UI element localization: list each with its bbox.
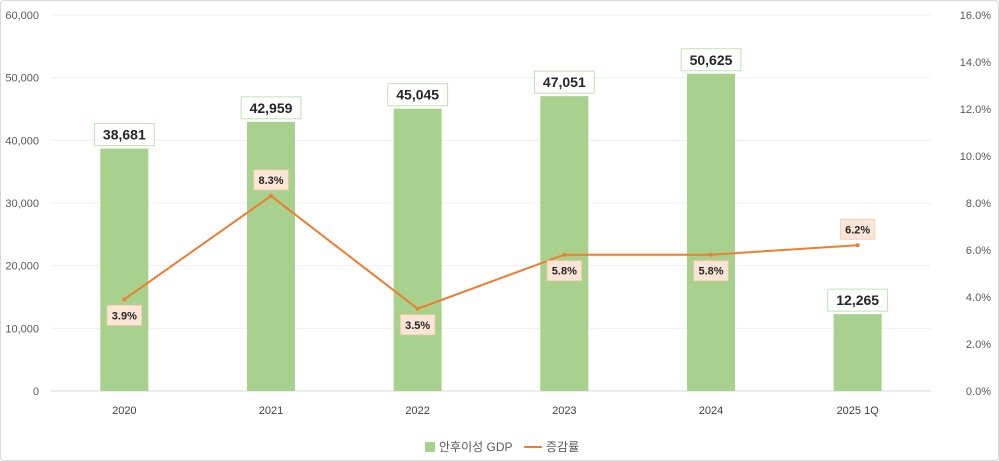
x-tick-label: 2022 (405, 405, 429, 417)
y-left-tick-label: 0 (33, 386, 39, 398)
line-point (416, 307, 420, 311)
y-left-tick-label: 60,000 (5, 10, 39, 22)
y-right-tick-label: 8.0% (966, 198, 991, 210)
gridlines (51, 15, 931, 391)
y-left-tick-label: 40,000 (5, 135, 39, 147)
legend: 안후이성 GDP 증감률 (425, 440, 579, 454)
chart-container: 0 10,000 20,000 30,000 40,000 50,000 60,000 0.… (0, 0, 999, 461)
legend-bar-label: 안후이성 GDP (439, 440, 513, 454)
x-tick-label: 2020 (112, 405, 136, 417)
x-tick-label: 2021 (259, 405, 283, 417)
y-left-tick-label: 30,000 (5, 198, 39, 210)
legend-bar-swatch (425, 442, 435, 452)
y-axis-right: 0.0% 2.0% 4.0% 6.0% 8.0% 10.0% 12.0% 14.0% 16.0% (960, 10, 991, 398)
line-point (709, 253, 713, 257)
bar-data-label: 47,051 (543, 74, 586, 90)
y-left-tick-label: 10,000 (5, 323, 39, 335)
y-axis-left: 0 10,000 20,000 30,000 40,000 50,000 60,000 (5, 10, 39, 398)
line-point (856, 243, 860, 247)
combo-chart: 0 10,000 20,000 30,000 40,000 50,000 60,000 0.… (1, 1, 998, 460)
x-axis: 2020 2021 2022 2023 2024 2025 1Q (112, 405, 879, 417)
x-tick-label: 2024 (699, 405, 723, 417)
x-tick-label: 2023 (552, 405, 576, 417)
growth-line (124, 196, 857, 309)
bar-data-label: 38,681 (103, 127, 146, 143)
bar-data-label: 50,625 (690, 52, 733, 68)
x-tick-label: 2025 1Q (837, 405, 880, 417)
bar-data-label: 45,045 (396, 87, 439, 103)
line-data-label: 3.9% (112, 310, 137, 322)
y-left-tick-label: 20,000 (5, 261, 39, 273)
line-data-label: 8.3% (258, 175, 283, 187)
line-data-label: 5.8% (552, 266, 577, 278)
bar (247, 122, 295, 391)
y-right-tick-label: 16.0% (960, 10, 991, 22)
line-data-label: 6.2% (845, 224, 870, 236)
bar (687, 74, 735, 391)
y-right-tick-label: 2.0% (966, 339, 991, 351)
bar (834, 314, 882, 391)
y-right-tick-label: 10.0% (960, 151, 991, 163)
bar (540, 96, 588, 391)
bar-data-label: 12,265 (836, 292, 879, 308)
legend-line-label: 증감률 (546, 440, 579, 454)
y-right-tick-label: 6.0% (966, 245, 991, 257)
bar (100, 149, 148, 391)
bar-series: 38,681 42,959 45,045 47,051 50,625 12,265 (94, 49, 887, 391)
bar-data-label: 42,959 (250, 100, 293, 116)
y-right-tick-label: 0.0% (966, 386, 991, 398)
line-series: 3.9% 8.3% 3.5% 5.8% 5.8% 6.2% (107, 170, 875, 335)
y-left-tick-label: 50,000 (5, 73, 39, 85)
y-right-tick-label: 4.0% (966, 292, 991, 304)
line-point (122, 297, 126, 301)
y-right-tick-label: 14.0% (960, 57, 991, 69)
line-data-label: 5.8% (698, 266, 723, 278)
line-point (269, 194, 273, 198)
line-point (562, 253, 566, 257)
bar (394, 109, 442, 391)
line-data-label: 3.5% (405, 320, 430, 332)
y-right-tick-label: 12.0% (960, 104, 991, 116)
